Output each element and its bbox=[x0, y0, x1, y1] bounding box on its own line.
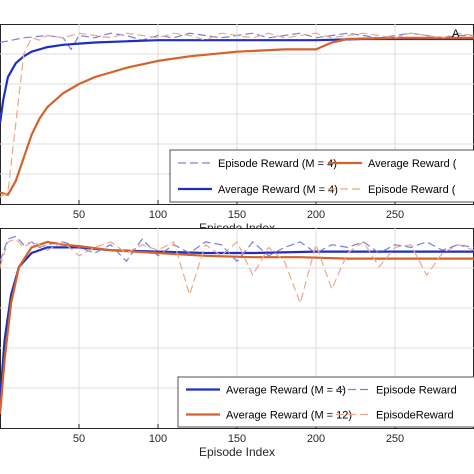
legend-entry-label: Average Reward (M = 4) bbox=[218, 184, 338, 196]
x-tick-label: 100 bbox=[149, 209, 167, 221]
legend-box bbox=[177, 376, 474, 428]
legend-entry-label: Episode Reward bbox=[376, 385, 457, 397]
x-tick-label: 150 bbox=[228, 433, 246, 445]
x-tick-label: 200 bbox=[307, 209, 325, 221]
series-group bbox=[0, 32, 474, 198]
legend-entry-label: Average Reward (M = 4) bbox=[226, 385, 346, 397]
x-tick-label: 100 bbox=[149, 433, 167, 445]
series-line-2 bbox=[0, 36, 474, 196]
legend: Average Reward (M = 4) Episode Reward Aver… bbox=[177, 376, 474, 428]
x-tick-label: 200 bbox=[307, 433, 325, 445]
bottom-chart-panel: 50 100 150 200 250 Episode Index Average Rewar… bbox=[0, 228, 474, 459]
legend-entry-label: Average Reward ( bbox=[368, 158, 457, 170]
series-line-1 bbox=[0, 37, 474, 124]
series-line-3 bbox=[0, 238, 474, 304]
corner-label: A bbox=[452, 28, 460, 40]
legend: Episode Reward (M = 4) Average Reward ( Av… bbox=[169, 149, 474, 203]
legend-entry-label: Episode Reward ( bbox=[368, 184, 456, 196]
series-group bbox=[0, 235, 474, 415]
series-line-3 bbox=[0, 32, 474, 198]
x-tick-label: 50 bbox=[73, 209, 85, 221]
x-tick-label: 150 bbox=[228, 209, 246, 221]
legend-entry-label: Episode Reward (M = 4) bbox=[218, 158, 337, 170]
x-axis-title: Episode Index bbox=[199, 445, 275, 459]
series-line-2 bbox=[0, 240, 474, 415]
series-line-1 bbox=[0, 235, 474, 262]
x-tick-label: 50 bbox=[73, 433, 85, 445]
x-tick-label: 250 bbox=[386, 433, 404, 445]
legend-box bbox=[169, 149, 474, 203]
x-tick-label: 250 bbox=[386, 209, 404, 221]
legend-entry-label: EpisodeReward bbox=[376, 410, 454, 422]
legend-entry-label: Average Reward (M = 12) bbox=[226, 410, 352, 422]
